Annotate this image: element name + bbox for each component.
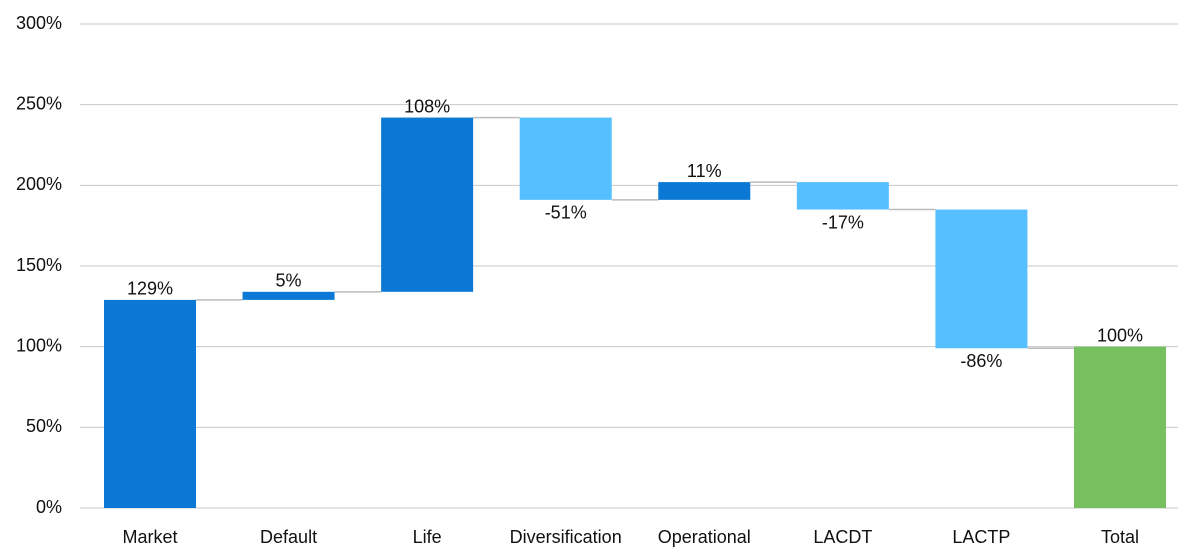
x-tick-label: Default <box>260 527 317 547</box>
value-label: 108% <box>404 96 450 116</box>
value-label: 11% <box>687 161 722 181</box>
x-tick-label: Total <box>1101 527 1139 547</box>
x-tick-label: Operational <box>658 527 751 547</box>
y-tick-label: 0% <box>36 497 62 517</box>
y-tick-label: 50% <box>26 416 62 436</box>
bar <box>1073 346 1166 508</box>
bar <box>935 209 1028 349</box>
y-tick-label: 200% <box>16 174 62 194</box>
value-label: -51% <box>545 203 587 223</box>
bar <box>658 182 751 200</box>
value-label: -17% <box>822 212 864 232</box>
value-label: -86% <box>960 351 1002 371</box>
x-tick-label: Life <box>413 527 442 547</box>
value-label: 100% <box>1097 325 1143 345</box>
bar <box>381 117 474 292</box>
x-tick-label: LACTP <box>952 527 1010 547</box>
bar <box>519 117 612 200</box>
x-tick-label: Diversification <box>510 527 622 547</box>
y-tick-label: 250% <box>16 93 62 113</box>
y-tick-label: 150% <box>16 255 62 275</box>
x-tick-label: Market <box>122 527 177 547</box>
bar <box>796 182 889 210</box>
y-tick-label: 100% <box>16 335 62 355</box>
bar <box>242 291 335 300</box>
bar <box>104 299 196 508</box>
x-tick-label: LACDT <box>813 527 872 547</box>
y-tick-label: 300% <box>16 13 62 33</box>
value-label: 129% <box>127 279 173 299</box>
value-label: 5% <box>276 271 302 291</box>
